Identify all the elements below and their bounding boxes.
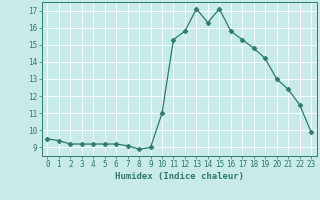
X-axis label: Humidex (Indice chaleur): Humidex (Indice chaleur) — [115, 172, 244, 181]
